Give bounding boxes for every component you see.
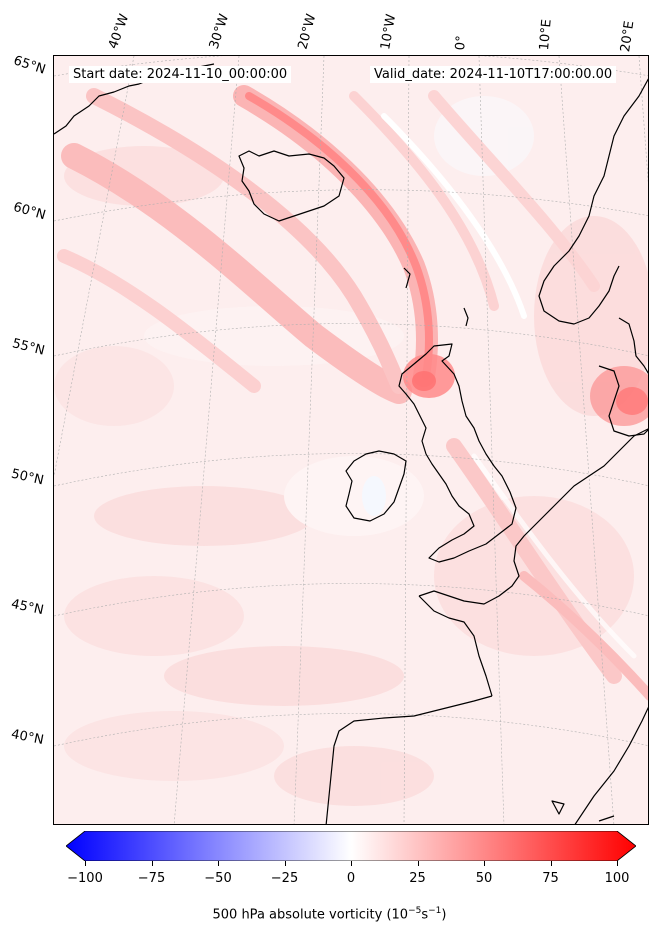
valid-date-label: Valid_date: 2024-11-10T17:00:00.00 <box>370 66 617 83</box>
colorbar-tick-mark <box>218 861 219 866</box>
ireland-coast <box>345 450 407 522</box>
start-date-label: Start date: 2024-11-10_00:00:00 <box>69 66 292 83</box>
coastlines <box>54 63 648 824</box>
colorbar-tick-label: 50 <box>475 871 493 886</box>
colorbar-tick-label: −100 <box>67 871 103 886</box>
colorbar-tick-mark <box>550 861 552 866</box>
lat-label-60n: 60°N <box>11 199 48 224</box>
lat-label-45n: 45°N <box>9 596 45 619</box>
colorbar-tick-label: 100 <box>604 871 630 886</box>
vorticity-maxima <box>362 354 648 516</box>
colorbar-tick-mark <box>151 861 153 866</box>
colorbar-tick-label: −50 <box>204 871 232 886</box>
colorbar-label-unit: s <box>421 907 429 923</box>
colorbar-tick-label: −25 <box>270 871 299 886</box>
iceland-coast <box>238 150 345 222</box>
lon-label-0: 0° <box>453 34 470 51</box>
lat-label-50n: 50°N <box>9 466 46 489</box>
lon-label-30w: 30°W <box>206 12 233 51</box>
lon-label-10w: 10°W <box>378 13 400 52</box>
colorbar-tick-label: 0 <box>346 871 356 886</box>
continental-coast <box>418 428 648 605</box>
iberia-coast <box>325 695 493 824</box>
colorbar-tick-mark <box>85 861 86 866</box>
lon-label-20e: 20°E <box>618 19 638 53</box>
colorbar-scale <box>65 830 637 862</box>
graticule <box>54 56 648 824</box>
vorticity-map <box>54 56 648 824</box>
colorbar-tick-mark <box>484 861 485 866</box>
colorbar-label-end: ) <box>441 907 447 923</box>
colorbar-label-main: 500 hPa absolute vorticity (10 <box>212 907 409 923</box>
colorbar-tick-mark <box>417 861 419 866</box>
denmark-coast <box>598 365 648 437</box>
lat-label-40n: 40°N <box>9 727 45 748</box>
colorbar-label-exponent-1: −5 <box>408 906 422 916</box>
colorbar-tick-mark <box>284 861 286 866</box>
sweden-coast <box>618 317 648 374</box>
corsica-coast <box>598 815 615 822</box>
shetland-coast <box>463 307 469 327</box>
colorbar <box>65 830 637 862</box>
colorbar-tick-mark <box>617 861 618 866</box>
mediterranean-coast <box>574 706 648 824</box>
colorbar-tick-label: 75 <box>542 871 559 886</box>
vorticity-bands <box>57 85 648 701</box>
faroe-coast <box>403 267 411 289</box>
lon-label-40w: 40°W <box>105 12 133 51</box>
colorbar-label: 500 hPa absolute vorticity (10−5s−1) <box>0 906 659 922</box>
mallorca-coast <box>551 800 565 815</box>
lat-label-65n: 65°N <box>11 53 48 78</box>
colorbar-label-exponent-2: −1 <box>428 906 442 916</box>
great-britain-coast <box>398 343 517 563</box>
lon-label-10e: 10°E <box>537 18 555 52</box>
lon-label-20w: 20°W <box>295 12 320 51</box>
map-panel <box>53 55 649 825</box>
norway-coast <box>538 78 648 325</box>
colorbar-tick-label: −75 <box>137 871 166 886</box>
france-biscay-coast <box>418 595 493 697</box>
colorbar-tick-label: 25 <box>409 871 426 886</box>
lat-label-55n: 55°N <box>10 336 47 359</box>
colorbar-tick-mark <box>351 861 352 866</box>
